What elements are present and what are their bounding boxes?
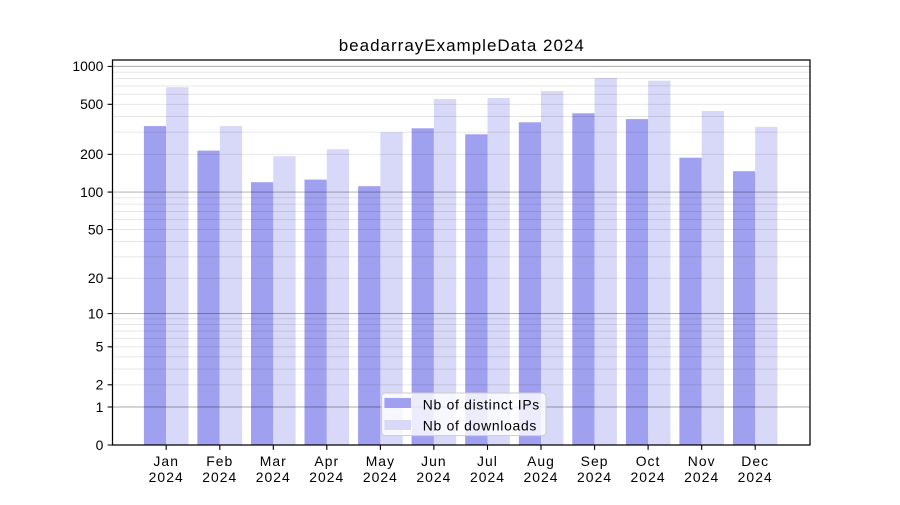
svg-text:2024: 2024 bbox=[149, 469, 184, 485]
svg-text:2024: 2024 bbox=[577, 469, 612, 485]
svg-text:500: 500 bbox=[80, 96, 103, 112]
svg-text:Oct: Oct bbox=[636, 453, 661, 469]
svg-text:20: 20 bbox=[88, 270, 104, 286]
svg-text:Nb of distinct IPs: Nb of distinct IPs bbox=[423, 396, 540, 412]
svg-text:2024: 2024 bbox=[309, 469, 344, 485]
svg-text:Feb: Feb bbox=[206, 453, 233, 469]
svg-text:0: 0 bbox=[96, 437, 104, 453]
svg-text:Jul: Jul bbox=[477, 453, 498, 469]
svg-text:2024: 2024 bbox=[256, 469, 291, 485]
svg-text:2024: 2024 bbox=[363, 469, 398, 485]
svg-text:100: 100 bbox=[80, 184, 103, 200]
svg-text:Apr: Apr bbox=[314, 453, 339, 469]
svg-text:50: 50 bbox=[88, 221, 104, 237]
svg-text:Dec: Dec bbox=[741, 453, 769, 469]
svg-text:2024: 2024 bbox=[738, 469, 773, 485]
svg-text:Mar: Mar bbox=[260, 453, 287, 469]
svg-text:5: 5 bbox=[96, 339, 104, 355]
svg-text:2024: 2024 bbox=[684, 469, 719, 485]
svg-text:2024: 2024 bbox=[631, 469, 666, 485]
svg-text:Jun: Jun bbox=[421, 453, 447, 469]
svg-text:200: 200 bbox=[80, 146, 103, 162]
svg-text:2: 2 bbox=[96, 377, 104, 393]
svg-text:1000: 1000 bbox=[72, 58, 103, 74]
svg-text:2024: 2024 bbox=[416, 469, 451, 485]
svg-text:beadarrayExampleData 2024: beadarrayExampleData 2024 bbox=[339, 36, 585, 55]
svg-text:10: 10 bbox=[88, 305, 104, 321]
svg-text:2024: 2024 bbox=[202, 469, 237, 485]
svg-text:May: May bbox=[366, 453, 395, 469]
svg-text:Nov: Nov bbox=[688, 453, 716, 469]
svg-text:Jan: Jan bbox=[153, 453, 179, 469]
svg-text:Aug: Aug bbox=[527, 453, 555, 469]
svg-text:2024: 2024 bbox=[523, 469, 558, 485]
svg-text:2024: 2024 bbox=[470, 469, 505, 485]
svg-text:1: 1 bbox=[96, 399, 104, 415]
svg-text:Sep: Sep bbox=[581, 453, 609, 469]
svg-text:Nb of downloads: Nb of downloads bbox=[423, 417, 537, 433]
